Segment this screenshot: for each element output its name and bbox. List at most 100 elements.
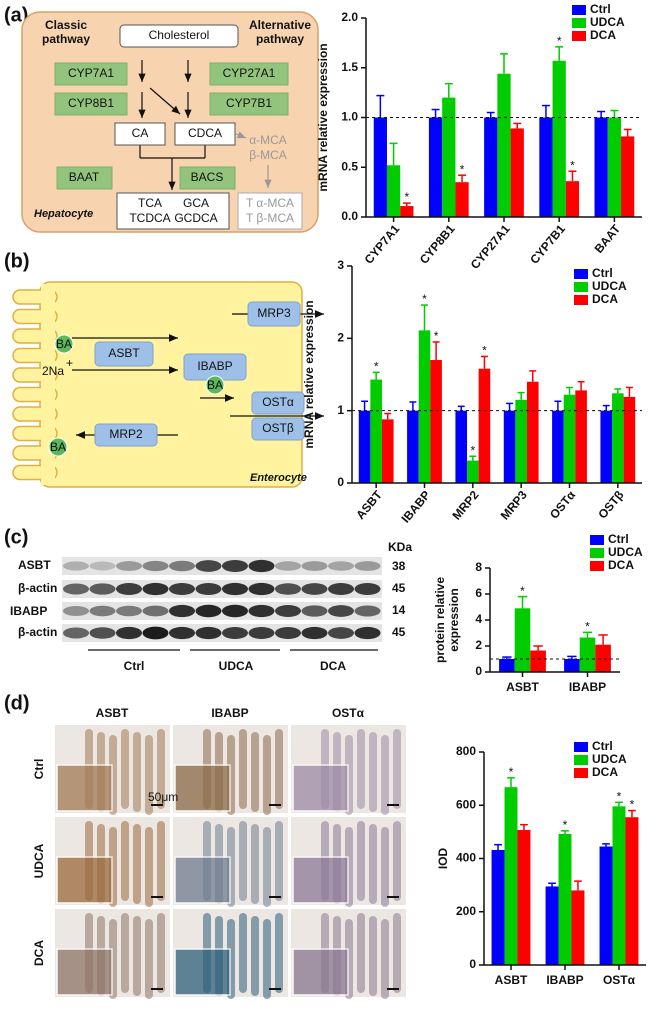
villus bbox=[133, 824, 141, 904]
size-label: 45 bbox=[392, 581, 406, 595]
group-label: DCA bbox=[320, 659, 346, 673]
histology-grid: ASBT IBABP OSTα Ctrl UDCA DCA 50μm bbox=[32, 706, 406, 999]
column-header: IBABP bbox=[211, 706, 248, 720]
y-tick-label: 0 bbox=[337, 475, 344, 489]
significance-star: * bbox=[405, 190, 410, 204]
x-tick-label: BAAT bbox=[592, 221, 624, 255]
x-tick-label: CYP7B1 bbox=[527, 222, 568, 267]
blot-band bbox=[275, 561, 301, 571]
bar bbox=[623, 396, 636, 483]
bar bbox=[455, 182, 469, 217]
micrograph-inset bbox=[174, 764, 231, 812]
blot-band bbox=[248, 559, 275, 573]
legend-swatch bbox=[574, 295, 588, 305]
bar bbox=[564, 659, 580, 672]
y-tick-label: 800 bbox=[456, 744, 476, 758]
blot-band bbox=[222, 627, 248, 639]
bar bbox=[575, 390, 587, 483]
enzyme-box bbox=[209, 92, 289, 116]
panel-label: (a) bbox=[4, 4, 28, 26]
villus bbox=[393, 913, 401, 993]
bar bbox=[358, 410, 371, 483]
significance-star: * bbox=[422, 292, 427, 306]
villus bbox=[357, 821, 365, 901]
y-tick-label: 4 bbox=[475, 612, 482, 626]
blot-band bbox=[328, 561, 354, 571]
cell-label: Hepatocyte bbox=[34, 208, 93, 220]
blot-row-label: IBABP bbox=[10, 604, 47, 618]
significance-star: * bbox=[482, 344, 487, 358]
bar bbox=[499, 659, 515, 672]
x-tick-label: IBABP bbox=[398, 488, 433, 526]
legend-swatch bbox=[574, 768, 588, 778]
bar bbox=[579, 637, 596, 672]
bar bbox=[370, 379, 382, 483]
villus bbox=[145, 919, 153, 999]
y-tick-label: 2 bbox=[475, 638, 482, 652]
bar-chart: mRNA relative expression 0.0 0.5 1.0 1.5 2.0 C… bbox=[316, 2, 642, 272]
blot-band bbox=[169, 604, 195, 618]
legend-label: Ctrl bbox=[592, 739, 613, 753]
bar bbox=[558, 834, 572, 965]
enzyme-label: BAAT bbox=[69, 170, 100, 184]
villus bbox=[263, 919, 271, 999]
node-label: Cholesterol bbox=[149, 28, 210, 42]
x-tick-label: CYP7A1 bbox=[362, 222, 403, 267]
villus bbox=[157, 729, 165, 809]
blot-row-label: ASBT bbox=[18, 558, 51, 572]
blot-band bbox=[142, 560, 169, 572]
blot-band bbox=[248, 582, 275, 596]
significance-star: * bbox=[617, 789, 622, 803]
legend-label: DCA bbox=[592, 765, 618, 779]
blot-row-label: β-actin bbox=[18, 581, 57, 595]
legend-swatch bbox=[574, 742, 588, 752]
node-box bbox=[174, 122, 236, 146]
bar bbox=[600, 410, 613, 483]
bar-chart: protein relative expression 0 2 4 6 8 ASBT * IBAB… bbox=[433, 532, 643, 694]
villus bbox=[263, 827, 271, 907]
blot-band bbox=[169, 583, 195, 595]
legend-label: Ctrl bbox=[608, 532, 629, 546]
villus bbox=[369, 824, 377, 904]
blot-band bbox=[142, 626, 169, 640]
villus bbox=[381, 827, 389, 907]
y-tick-label: 1 bbox=[337, 403, 344, 417]
villus bbox=[275, 821, 283, 901]
node-box bbox=[119, 24, 239, 48]
legend-swatch bbox=[590, 548, 604, 558]
blot-band bbox=[169, 626, 195, 640]
bar bbox=[407, 410, 419, 483]
bar bbox=[612, 393, 624, 483]
group-label: UDCA bbox=[219, 659, 254, 673]
blot-band bbox=[116, 626, 142, 640]
node-label: T α-MCA bbox=[246, 196, 294, 210]
enzyme-box bbox=[56, 166, 113, 190]
arrow bbox=[235, 131, 247, 139]
villus bbox=[145, 827, 153, 907]
bar bbox=[442, 97, 456, 217]
micrograph-inset bbox=[292, 856, 349, 904]
villus bbox=[275, 729, 283, 809]
transporter-label: MRP2 bbox=[109, 427, 143, 441]
bile-acid bbox=[205, 375, 225, 395]
bile-acid bbox=[48, 437, 68, 457]
villus bbox=[157, 913, 165, 993]
enzyme-box bbox=[54, 62, 128, 86]
enzyme-box bbox=[209, 62, 289, 86]
x-tick-label: CYP8B1 bbox=[417, 222, 458, 267]
bar bbox=[530, 650, 546, 672]
size-label: 38 bbox=[392, 559, 406, 573]
bar bbox=[514, 608, 531, 672]
row-header: DCA bbox=[32, 940, 46, 966]
blot-band bbox=[89, 627, 116, 639]
bar bbox=[595, 644, 611, 672]
blot-band bbox=[301, 583, 328, 595]
legend-label: UDCA bbox=[592, 279, 627, 293]
bar-chart: mRNA relative expression 0 1 2 3 ASBT * IBABP * *… bbox=[302, 258, 642, 526]
villus bbox=[133, 732, 141, 812]
legend-swatch bbox=[590, 561, 604, 571]
x-tick-label: OSTα bbox=[603, 973, 636, 987]
blot-band bbox=[195, 560, 222, 572]
panel-label: (d) bbox=[4, 692, 30, 714]
bar bbox=[545, 886, 559, 965]
